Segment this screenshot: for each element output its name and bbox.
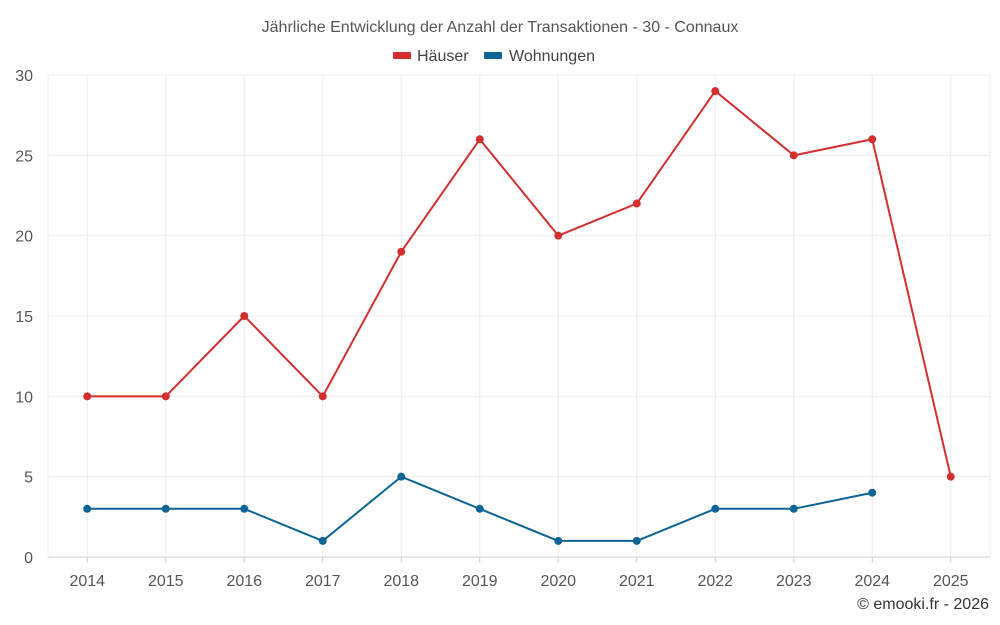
- y-axis: 0 5 10 15 20 25 30: [15, 68, 33, 567]
- series-wohnungen: [83, 472, 877, 545]
- x-tick-label: 2023: [776, 573, 812, 590]
- data-point-wohnungen-2021[interactable]: [632, 536, 641, 545]
- data-point-wohnungen-2016[interactable]: [240, 504, 249, 513]
- data-point-haeuser-2016[interactable]: [240, 312, 249, 320]
- data-point-haeuser-2014[interactable]: [83, 392, 92, 401]
- y-tick-label: 20: [15, 229, 33, 246]
- data-point-wohnungen-2023[interactable]: [789, 504, 798, 513]
- data-point-wohnungen-2014[interactable]: [83, 504, 92, 513]
- x-tick-label: 2019: [462, 573, 498, 590]
- legend-swatch-wohnungen: [484, 52, 502, 59]
- legend-swatch-haeuser: [393, 52, 411, 59]
- x-tick-label: 2022: [697, 573, 733, 590]
- data-point-haeuser-2020[interactable]: [554, 231, 563, 240]
- legend-label-haeuser: Häuser: [417, 48, 469, 65]
- data-point-wohnungen-2020[interactable]: [554, 536, 563, 545]
- data-point-wohnungen-2017[interactable]: [318, 536, 327, 545]
- x-axis: 2014 2015 2016 2017 2018 2019 2020 2021 2022 2023…: [69, 573, 968, 590]
- data-point-haeuser-2023[interactable]: [789, 151, 798, 160]
- y-tick-label: 10: [15, 389, 33, 406]
- series-line-haeuser: [87, 90, 952, 477]
- y-tick-label: 25: [15, 148, 33, 165]
- x-tick-label: 2018: [383, 573, 419, 590]
- x-tick-label: 2020: [540, 573, 576, 590]
- legend-label-wohnungen: Wohnungen: [509, 48, 595, 65]
- x-tick-label: 2025: [933, 573, 969, 590]
- data-point-haeuser-2017[interactable]: [318, 392, 327, 401]
- x-tick-label: 2021: [619, 573, 655, 590]
- y-tick-label: 30: [15, 68, 33, 85]
- x-tick-label: 2017: [305, 573, 341, 590]
- series: [83, 87, 955, 545]
- data-point-haeuser-2025[interactable]: [946, 472, 955, 481]
- legend: Häuser Wohnungen: [393, 48, 595, 65]
- x-tick-label: 2014: [69, 573, 105, 590]
- x-tick-label: 2015: [148, 573, 184, 590]
- data-point-haeuser-2019[interactable]: [475, 135, 484, 144]
- legend-item-haeuser[interactable]: Häuser: [393, 48, 469, 65]
- data-point-wohnungen-2024[interactable]: [868, 488, 877, 497]
- legend-item-wohnungen[interactable]: Wohnungen: [484, 48, 595, 65]
- data-point-haeuser-2015[interactable]: [161, 392, 170, 401]
- grid: [47, 74, 991, 563]
- data-point-wohnungen-2022[interactable]: [711, 504, 720, 513]
- data-point-haeuser-2024[interactable]: [868, 135, 877, 144]
- x-tick-label: 2024: [854, 573, 890, 590]
- y-tick-label: 15: [15, 309, 33, 326]
- data-point-haeuser-2018[interactable]: [397, 247, 406, 256]
- data-point-haeuser-2021[interactable]: [632, 199, 641, 208]
- y-tick-label: 5: [24, 470, 33, 487]
- x-tick-label: 2016: [226, 573, 262, 590]
- data-point-wohnungen-2018[interactable]: [397, 472, 406, 481]
- data-point-wohnungen-2019[interactable]: [475, 504, 484, 513]
- data-point-wohnungen-2015[interactable]: [161, 504, 170, 513]
- chart-title: Jährliche Entwicklung der Anzahl der Tra…: [262, 19, 739, 36]
- credit-text: © emooki.fr - 2026: [857, 596, 989, 613]
- series-haeuser: [83, 87, 955, 481]
- data-point-haeuser-2022[interactable]: [711, 87, 720, 96]
- y-tick-label: 0: [24, 550, 33, 567]
